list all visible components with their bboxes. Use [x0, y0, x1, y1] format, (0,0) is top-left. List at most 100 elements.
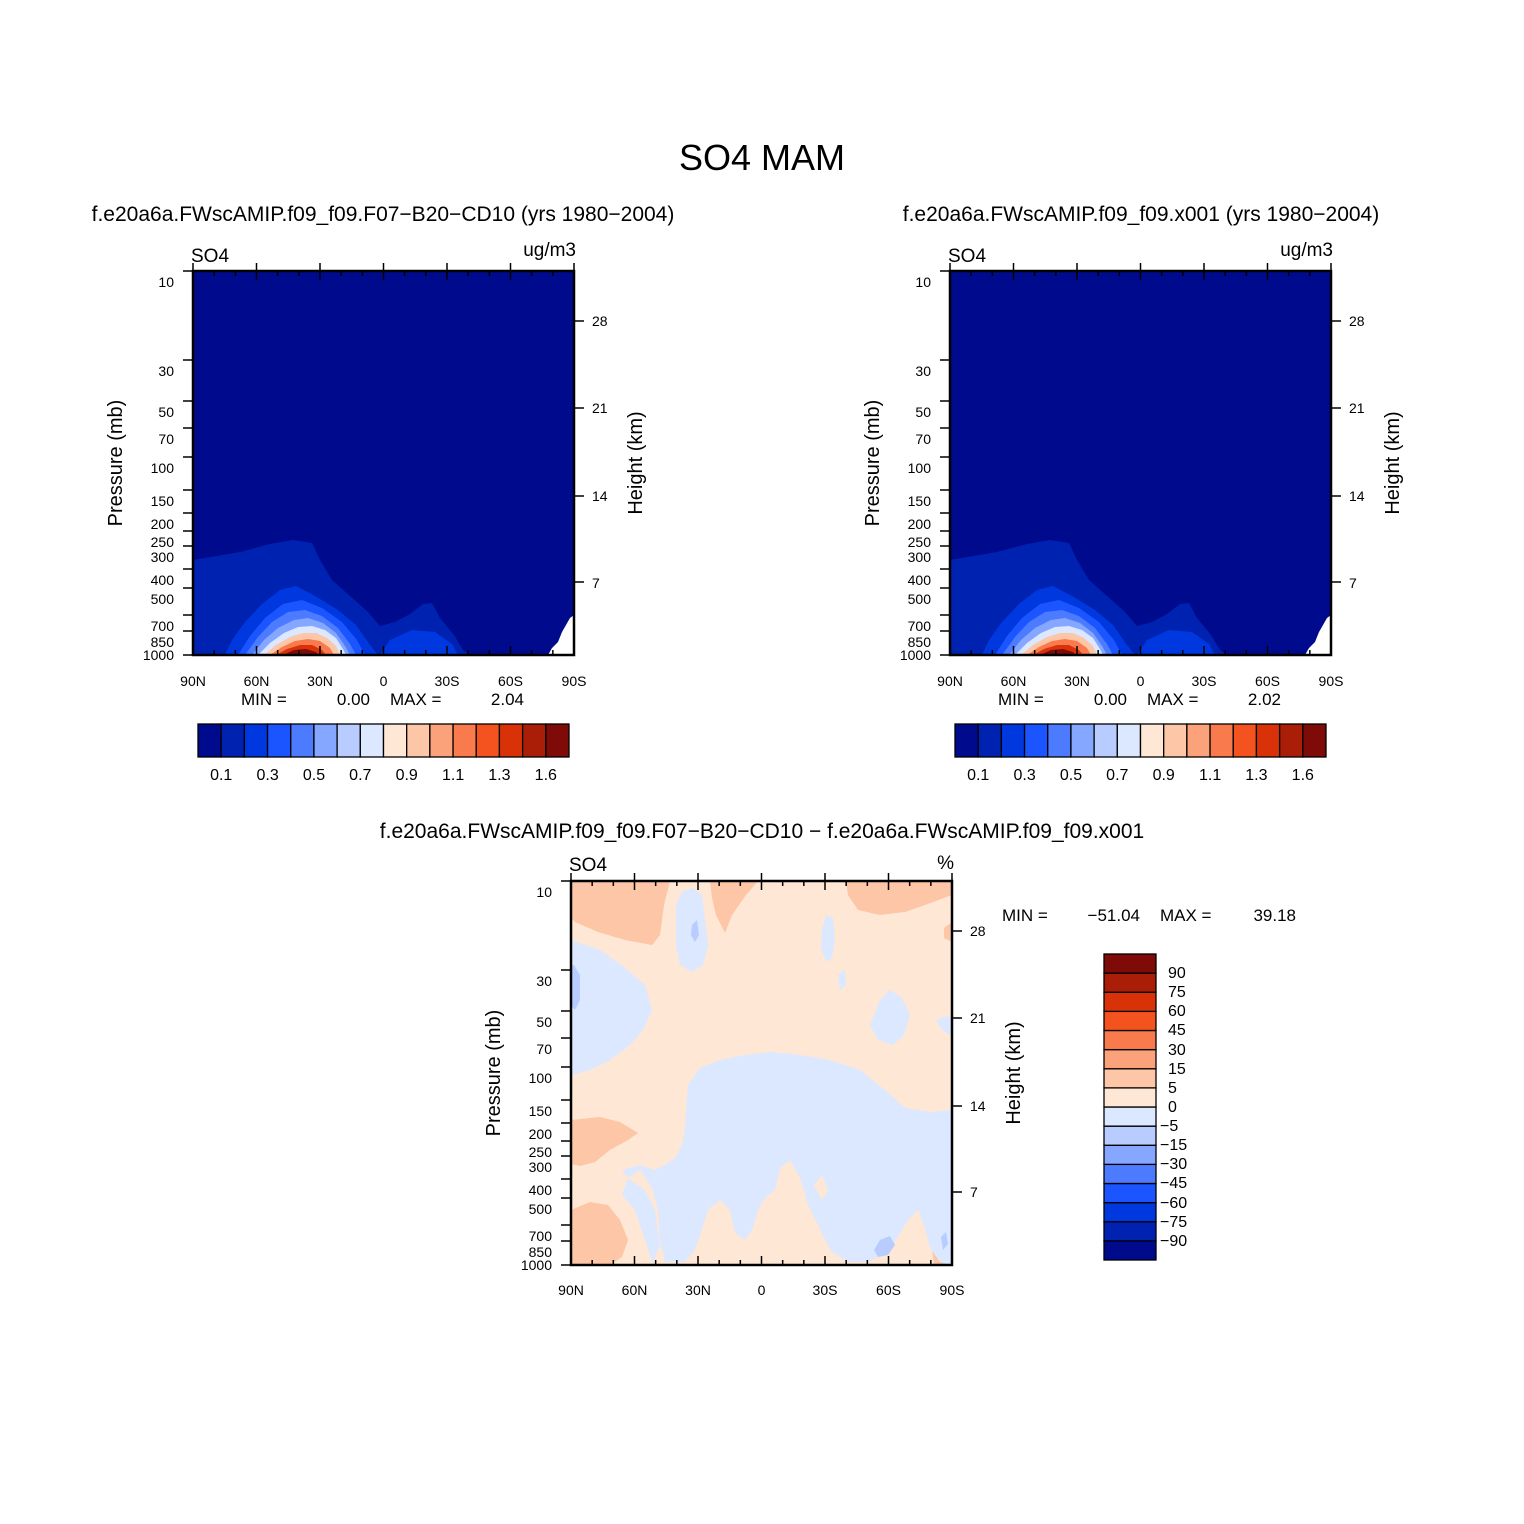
x-tick-label: 90S: [940, 1282, 965, 1298]
y-tick-label: 150: [151, 493, 175, 509]
panel-3-negative-patch: [838, 970, 846, 990]
panel-3-units: %: [937, 853, 954, 874]
y-tick-label: 70: [915, 431, 931, 447]
y-tick-label: 700: [151, 618, 175, 634]
y-tick-label: 30: [158, 363, 174, 379]
y-tick-label: 30: [915, 363, 931, 379]
panel-1-max-value: 2.04: [491, 690, 524, 709]
panel-3-positive-patch: [571, 1202, 628, 1265]
colorbar-box: [1209, 723, 1234, 758]
y-tick-label: 250: [908, 534, 932, 550]
panel-2-min-value: 0.00: [1094, 690, 1127, 709]
y-tick-label: 150: [908, 493, 932, 509]
panel-2-y2ticks: 28 21 14 7: [1349, 313, 1365, 591]
panel-3-positive-patch: [571, 1117, 638, 1166]
colorbar-label: 15: [1168, 1061, 1186, 1078]
panel-2-colorbar-labels: 0.1 0.3 0.5 0.7 0.9 1.1 1.3 1.6: [967, 767, 1314, 784]
panel-2-ylabel: Pressure (mb): [862, 400, 884, 527]
y-tick-label: 1000: [521, 1257, 552, 1273]
y-tick-label: 200: [151, 516, 175, 532]
colorbar-box: [1103, 1240, 1157, 1261]
panel-3-y2label: Height (km): [1003, 1021, 1025, 1124]
colorbar-label: −60: [1160, 1195, 1187, 1212]
colorbar-label: −75: [1160, 1214, 1187, 1231]
colorbar-box: [1103, 1125, 1157, 1146]
panel-2-units: ug/m3: [1280, 240, 1333, 261]
colorbar-label: 0: [1168, 1099, 1177, 1116]
colorbar-label: 0.3: [1013, 767, 1035, 784]
panel-2-surface-band: [1137, 630, 1215, 655]
colorbar-box: [954, 723, 979, 758]
colorbar-label: 1.1: [442, 767, 464, 784]
x-tick-label: 90N: [937, 673, 963, 689]
colorbar-box: [1103, 1068, 1157, 1089]
y2-tick-label: 28: [1349, 313, 1365, 329]
colorbar-box: [1163, 723, 1188, 758]
colorbar-box: [1139, 723, 1165, 758]
panel-3-negative-strong: [571, 965, 580, 1010]
panel-1-y2label: Height (km): [625, 411, 647, 514]
panel-1-title: f.e20a6a.FWscAMIP.f09_f09.F07−B20−CD10 (…: [92, 203, 675, 226]
panel-1-plot-area: [193, 271, 574, 655]
colorbar-label: 0.9: [1153, 767, 1175, 784]
x-tick-label: 30N: [685, 1282, 711, 1298]
y-tick-label: 850: [151, 634, 175, 650]
panel-1-max-label: MAX =: [390, 690, 442, 709]
colorbar-box: [977, 723, 1003, 758]
panel-3-negative-patch: [936, 1016, 952, 1036]
panel-3-negative-strong: [691, 920, 699, 942]
x-tick-label: 60N: [244, 673, 270, 689]
panel-3-negative-strong: [941, 1232, 948, 1250]
y2-tick-label: 14: [592, 488, 608, 504]
panel-2-title: f.e20a6a.FWscAMIP.f09_f09.x001 (yrs 1980…: [903, 203, 1379, 226]
colorbar-box: [1070, 723, 1095, 758]
colorbar-box: [1023, 723, 1049, 758]
panel-3-variable: SO4: [569, 855, 607, 876]
panel-1-xticks: 90N 60N 30N 0 30S 60S 90S: [180, 673, 586, 689]
colorbar-label: 1.1: [1199, 767, 1221, 784]
colorbar-label: 75: [1168, 984, 1186, 1001]
y-tick-label: 250: [151, 534, 175, 550]
x-tick-label: 30N: [1064, 673, 1090, 689]
colorbar-box: [359, 723, 385, 758]
panel-2-min-label: MIN =: [998, 690, 1044, 709]
y-tick-label: 300: [908, 549, 932, 565]
colorbar-label: 45: [1168, 1022, 1186, 1039]
colorbar-box: [1103, 1221, 1157, 1242]
colorbar-label: 0.7: [349, 767, 371, 784]
y2-tick-label: 21: [1349, 400, 1365, 416]
x-tick-label: 60S: [498, 673, 523, 689]
colorbar-box: [1103, 1010, 1157, 1032]
x-tick-label: 90S: [562, 673, 587, 689]
y-tick-label: 10: [536, 884, 552, 900]
colorbar-box: [1103, 1087, 1157, 1108]
colorbar-box: [197, 723, 222, 758]
panel-1-min-value: 0.00: [337, 690, 370, 709]
x-tick-label: 30S: [435, 673, 460, 689]
x-tick-label: 90N: [180, 673, 206, 689]
panel-3-min-value: −51.04: [1088, 906, 1140, 925]
y-tick-label: 1000: [143, 647, 174, 663]
colorbar-label: 60: [1168, 1003, 1186, 1020]
colorbar-label: 0.5: [303, 767, 325, 784]
panel-3-max-value: 39.18: [1253, 906, 1296, 925]
x-tick-label: 60N: [1001, 673, 1027, 689]
colorbar-box: [1302, 723, 1327, 758]
y-tick-label: 100: [151, 460, 175, 476]
panel-3-ylabel: Pressure (mb): [483, 1010, 505, 1137]
panel-3-yticks: 10 30 50 70 100 150 200 250 300 400 500 …: [521, 884, 552, 1273]
colorbar-box: [1186, 723, 1211, 758]
panel-2-max-label: MAX =: [1147, 690, 1199, 709]
panel-3-negative-strong: [874, 1236, 895, 1257]
panel-3-positive-patch: [571, 881, 670, 945]
y-tick-label: 500: [908, 591, 932, 607]
y2-tick-label: 14: [970, 1098, 986, 1114]
panel-3: f.e20a6a.FWscAMIP.f09_f09.F07−B20−CD10 −…: [380, 820, 1296, 1298]
colorbar-box: [220, 723, 246, 758]
main-title: SO4 MAM: [679, 137, 845, 178]
colorbar-label: −30: [1160, 1156, 1187, 1173]
y-tick-label: 400: [151, 572, 175, 588]
colorbar-box: [498, 723, 524, 758]
y-tick-label: 100: [908, 460, 932, 476]
colorbar-box: [1047, 723, 1072, 758]
